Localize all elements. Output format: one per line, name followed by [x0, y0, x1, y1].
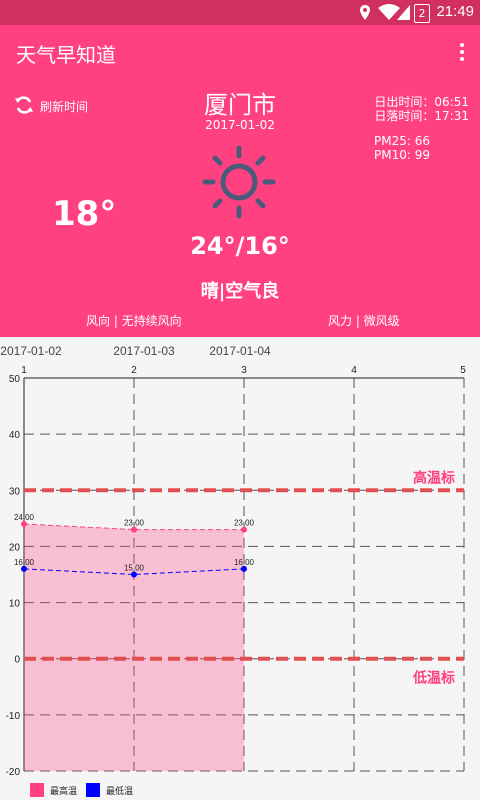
low-temp-point: [241, 565, 247, 572]
x-tick-label: 1: [21, 365, 27, 376]
refresh-icon: [15, 96, 33, 114]
legend-swatch: [86, 783, 100, 797]
current-temperature: 18°: [52, 194, 117, 234]
high-temp-area: [24, 523, 244, 771]
limit-line-label: 高温标: [413, 469, 455, 486]
weather-panel: 刷新时间 厦门市 2017-01-02 日出时间：06:51 日落时间：17:3…: [0, 81, 480, 337]
app-bar: 天气早知道: [0, 25, 480, 81]
wind-direction: 风向 | 无持续风向: [86, 314, 182, 328]
y-tick-label: 0: [14, 655, 20, 666]
sun-icon: [202, 145, 276, 219]
low-temp-line: [23, 568, 245, 576]
legend-label: 最低温: [106, 785, 133, 797]
high-temp-point: [241, 526, 247, 533]
date-label: 2017-01-03: [113, 344, 175, 358]
y-tick-label: 30: [9, 486, 21, 497]
data-label: 23.00: [124, 519, 145, 528]
y-tick-label: 10: [9, 599, 21, 610]
high-temp-point: [131, 526, 137, 533]
city-name: 厦门市: [204, 91, 276, 119]
data-label: 24.00: [14, 513, 35, 522]
status-time: 21:49: [436, 3, 474, 20]
date-label: 2017-01-02: [0, 344, 62, 358]
chart-background: [0, 337, 480, 800]
data-label: 15.00: [124, 564, 145, 573]
data-label: 16.00: [234, 558, 255, 567]
data-label: 16.00: [14, 558, 35, 567]
sunrise-time: 日出时间：06:51: [374, 95, 469, 109]
limit-line-label: 低温标: [412, 670, 455, 687]
legend-label: 最高温: [50, 785, 77, 797]
battery-icon: 2: [414, 4, 430, 23]
high-temp-point: [21, 520, 27, 527]
date-label: 2017-01-04: [209, 344, 271, 358]
y-tick-label: -20: [6, 767, 21, 778]
refresh-button[interactable]: 刷新时间: [14, 95, 88, 119]
weather-condition: 晴|空气良: [200, 281, 280, 302]
high-temp-line: [23, 523, 244, 531]
wifi-icon: [378, 4, 400, 20]
temperature-chart: 1 2 3 4 5 50 40 30 20 10 0 -10 -20 2017-01-02 2017-01-…: [0, 337, 480, 800]
y-tick-label: 50: [9, 374, 21, 385]
x-tick-label: 2: [131, 365, 137, 376]
x-tick-label: 3: [241, 365, 247, 376]
x-tick-label: 5: [460, 365, 466, 376]
temperature-range: 24°/16°: [190, 232, 290, 260]
pm25-value: PM25: 66: [374, 134, 430, 148]
app-title: 天气早知道: [16, 43, 116, 67]
overflow-menu-icon[interactable]: [458, 41, 466, 65]
wind-power: 风力 | 微风级: [328, 314, 400, 328]
y-tick-label: 40: [9, 430, 21, 441]
refresh-label: 刷新时间: [40, 100, 89, 114]
y-tick-label: -10: [6, 711, 21, 722]
status-bar: 2 21:49: [0, 0, 480, 25]
sunset-time: 日落时间：17:31: [374, 109, 469, 123]
y-tick-label: 20: [9, 542, 21, 553]
location-icon: [360, 5, 370, 20]
low-temp-point: [131, 571, 137, 578]
weather-date: 2017-01-02: [205, 118, 275, 132]
low-temp-point: [21, 565, 27, 572]
signal-icon: [397, 5, 410, 20]
legend-swatch: [30, 783, 44, 797]
pm10-value: PM10: 99: [374, 148, 430, 162]
x-tick-label: 4: [351, 365, 357, 376]
data-label: 23.00: [234, 519, 255, 528]
